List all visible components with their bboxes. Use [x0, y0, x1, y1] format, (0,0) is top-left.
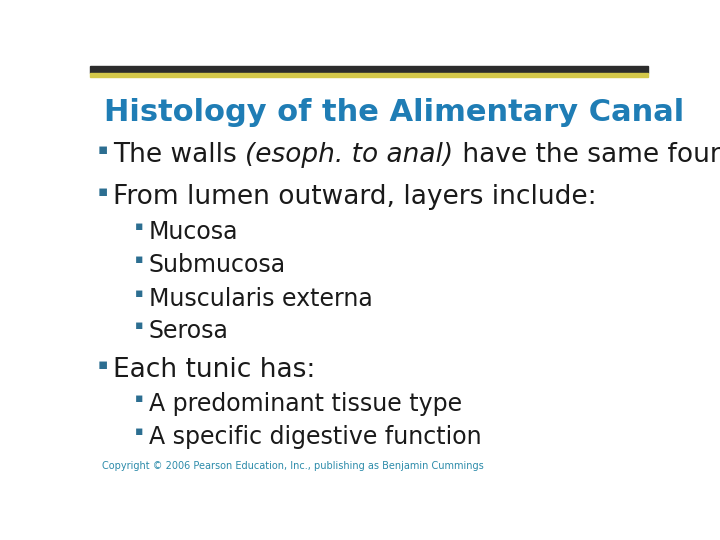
Text: Serosa: Serosa: [149, 319, 229, 343]
Text: have the same four tunics: have the same four tunics: [454, 142, 720, 168]
Text: (esoph. to anal): (esoph. to anal): [246, 142, 454, 168]
Text: ▪: ▪: [135, 319, 143, 332]
Text: A specific digestive function: A specific digestive function: [149, 425, 482, 449]
Text: Each tunic has:: Each tunic has:: [113, 357, 315, 383]
Text: ▪: ▪: [135, 220, 143, 233]
Text: Mucosa: Mucosa: [149, 220, 238, 244]
Text: Copyright © 2006 Pearson Education, Inc., publishing as Benjamin Cummings: Copyright © 2006 Pearson Education, Inc.…: [102, 461, 483, 471]
Text: ▪: ▪: [98, 184, 108, 199]
Text: From lumen outward, layers include:: From lumen outward, layers include:: [113, 184, 597, 210]
Text: Muscularis externa: Muscularis externa: [149, 287, 373, 310]
Text: A predominant tissue type: A predominant tissue type: [149, 392, 462, 416]
Text: ▪: ▪: [98, 357, 108, 373]
Bar: [90, 66, 648, 72]
Text: Histology of the Alimentary Canal: Histology of the Alimentary Canal: [104, 98, 684, 127]
Text: Submucosa: Submucosa: [149, 253, 286, 278]
Bar: [90, 72, 648, 77]
Text: ▪: ▪: [135, 287, 143, 300]
Text: ▪: ▪: [98, 142, 108, 157]
Text: The walls: The walls: [113, 142, 246, 168]
Text: ▪: ▪: [135, 253, 143, 266]
Text: ▪: ▪: [135, 392, 143, 405]
Text: ▪: ▪: [135, 425, 143, 438]
